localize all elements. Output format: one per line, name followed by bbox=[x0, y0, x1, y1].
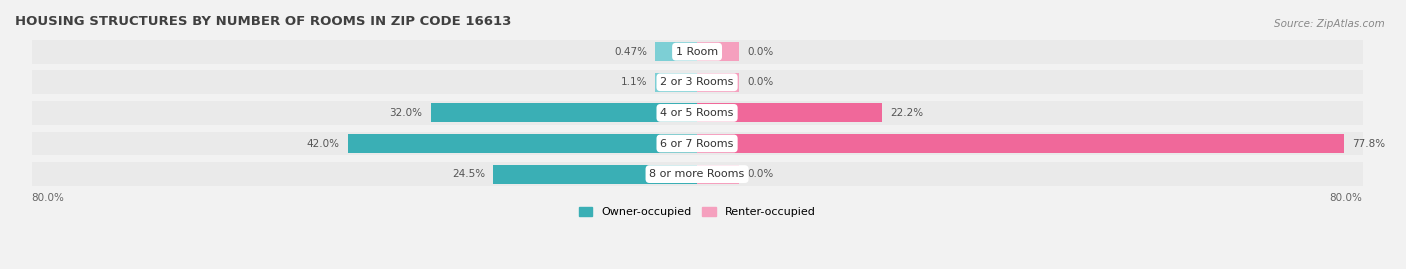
Bar bbox=[697, 134, 1344, 153]
Text: 8 or more Rooms: 8 or more Rooms bbox=[650, 169, 745, 179]
Text: 24.5%: 24.5% bbox=[451, 169, 485, 179]
Bar bbox=[494, 165, 697, 183]
Legend: Owner-occupied, Renter-occupied: Owner-occupied, Renter-occupied bbox=[574, 203, 820, 222]
Text: 80.0%: 80.0% bbox=[32, 193, 65, 203]
Bar bbox=[655, 73, 697, 92]
Bar bbox=[697, 42, 738, 61]
Bar bbox=[430, 103, 697, 122]
Text: 1 Room: 1 Room bbox=[676, 47, 718, 57]
Bar bbox=[347, 134, 697, 153]
Text: 1.1%: 1.1% bbox=[620, 77, 647, 87]
Bar bbox=[32, 101, 1362, 125]
Text: 32.0%: 32.0% bbox=[389, 108, 423, 118]
Bar bbox=[32, 162, 1362, 186]
Text: 6 or 7 Rooms: 6 or 7 Rooms bbox=[661, 139, 734, 148]
Text: 0.0%: 0.0% bbox=[747, 47, 773, 57]
Bar bbox=[697, 103, 882, 122]
Text: HOUSING STRUCTURES BY NUMBER OF ROOMS IN ZIP CODE 16613: HOUSING STRUCTURES BY NUMBER OF ROOMS IN… bbox=[15, 15, 512, 28]
Text: 22.2%: 22.2% bbox=[890, 108, 924, 118]
Text: 0.0%: 0.0% bbox=[747, 77, 773, 87]
Text: 42.0%: 42.0% bbox=[307, 139, 339, 148]
Bar bbox=[697, 73, 738, 92]
Text: 77.8%: 77.8% bbox=[1353, 139, 1386, 148]
Text: 0.47%: 0.47% bbox=[614, 47, 647, 57]
Text: 4 or 5 Rooms: 4 or 5 Rooms bbox=[661, 108, 734, 118]
Bar bbox=[32, 70, 1362, 94]
Bar bbox=[655, 42, 697, 61]
Text: 80.0%: 80.0% bbox=[1330, 193, 1362, 203]
Text: 0.0%: 0.0% bbox=[747, 169, 773, 179]
Text: Source: ZipAtlas.com: Source: ZipAtlas.com bbox=[1274, 19, 1385, 29]
Bar bbox=[697, 165, 738, 183]
Bar bbox=[32, 40, 1362, 64]
Bar bbox=[32, 132, 1362, 155]
Text: 2 or 3 Rooms: 2 or 3 Rooms bbox=[661, 77, 734, 87]
